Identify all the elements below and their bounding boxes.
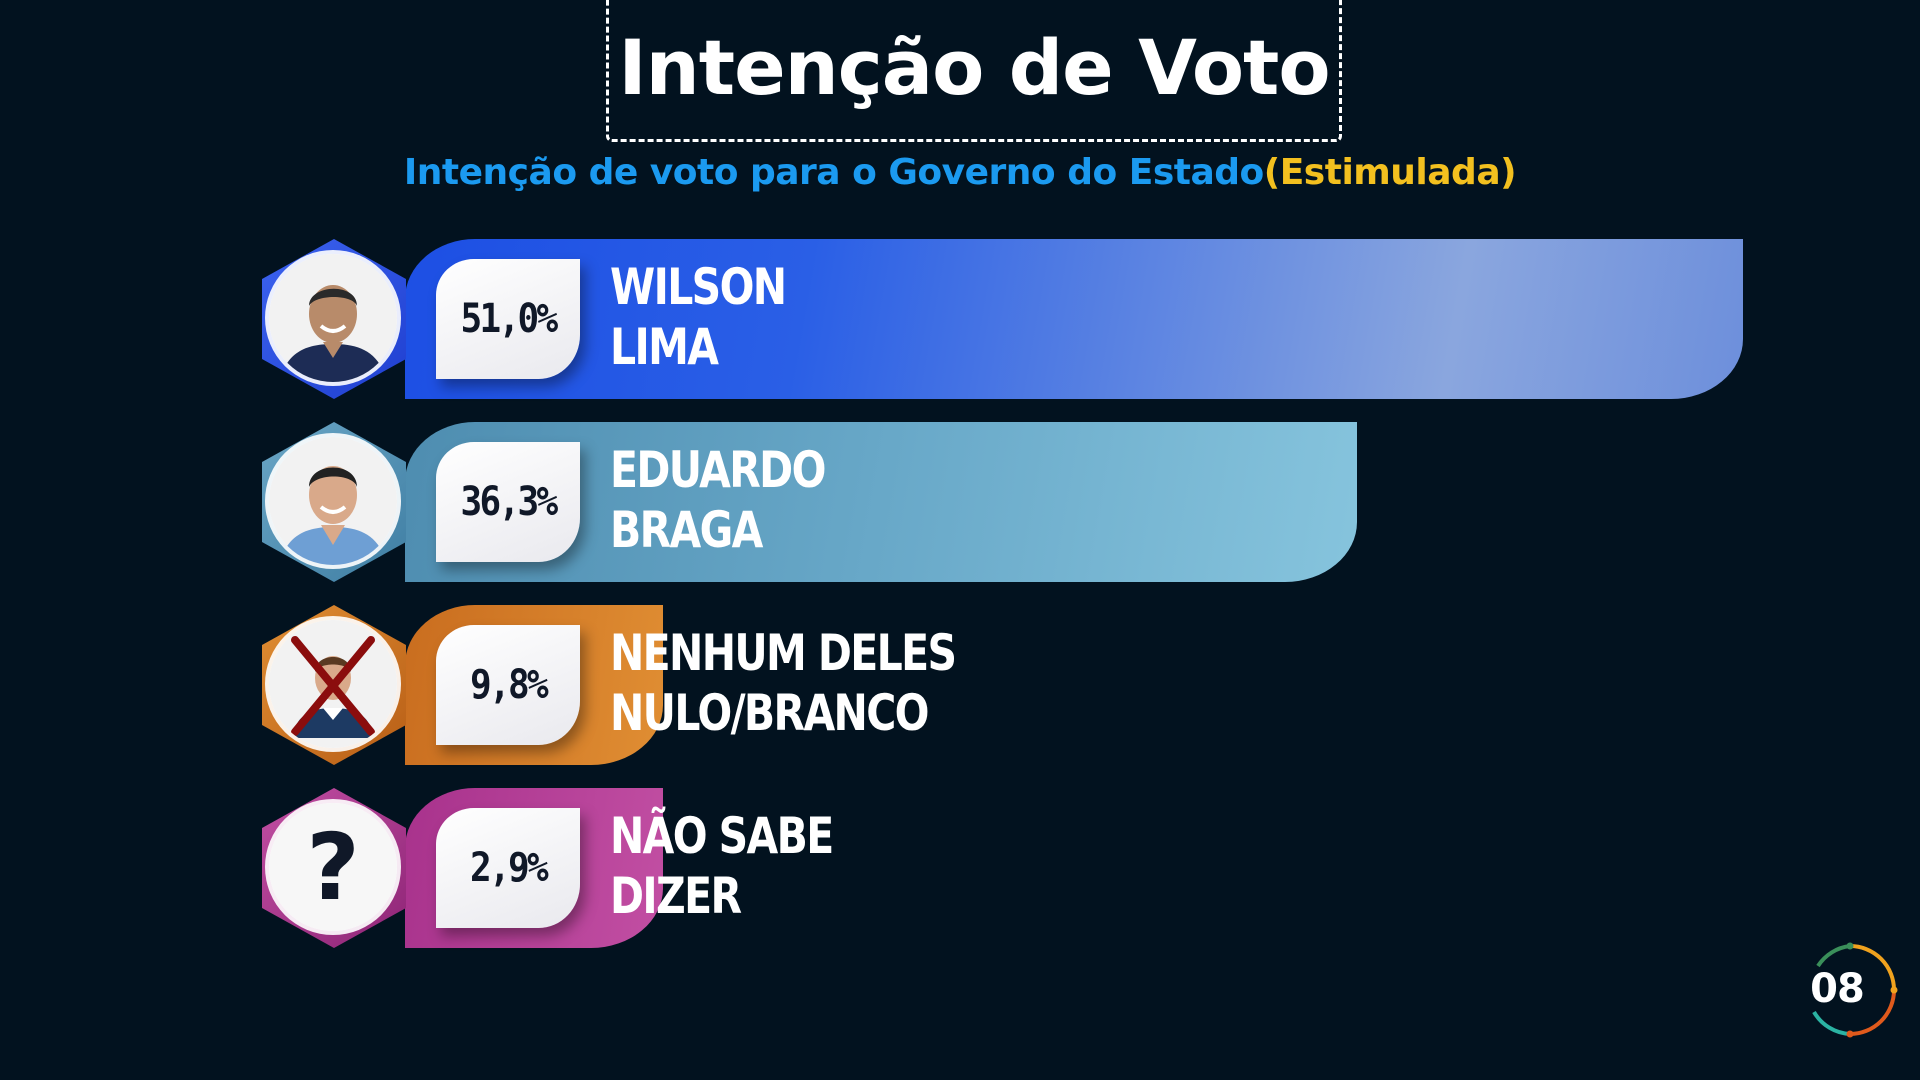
- crossed-person-icon: [269, 620, 397, 748]
- name-line-1: WILSON: [610, 258, 787, 316]
- candidate-name: EDUARDO BRAGA: [610, 440, 826, 560]
- title-frame: Intenção de Voto: [606, 0, 1342, 142]
- bar-row-wilson-lima: 51,0% WILSON LIMA: [0, 239, 1920, 399]
- name-line-2: NULO/BRANCO: [610, 684, 930, 742]
- page-title: Intenção de Voto: [618, 23, 1330, 112]
- name-line-2: BRAGA: [610, 501, 763, 559]
- percent-label: 9,8%: [436, 625, 580, 745]
- bar-row-nenhum-deles: 9,8% NENHUM DELES NULO/BRANCO: [0, 605, 1920, 765]
- percent-label: 51,0%: [436, 259, 580, 379]
- bar: [405, 239, 1743, 399]
- question-mark-icon: ?: [269, 803, 397, 931]
- page-number: 08: [1810, 966, 1865, 1012]
- bar-row-eduardo-braga: 36,3% EDUARDO BRAGA: [0, 422, 1920, 582]
- subtitle-main: Intenção de voto para o Governo do Estad…: [403, 152, 1264, 193]
- name-line-1: NENHUM DELES: [610, 624, 957, 682]
- name-line-1: EDUARDO: [610, 441, 826, 499]
- chart-subtitle: Intenção de voto para o Governo do Estad…: [0, 152, 1920, 193]
- name-line-1: NÃO SABE: [610, 807, 834, 865]
- percent-label: 36,3%: [436, 442, 580, 562]
- candidate-name: NENHUM DELES NULO/BRANCO: [610, 623, 957, 743]
- percent-label: 2,9%: [436, 808, 580, 928]
- candidate-photo-icon: [269, 437, 397, 565]
- svg-text:?: ?: [306, 814, 359, 921]
- name-line-2: DIZER: [610, 867, 742, 925]
- candidate-name: NÃO SABE DIZER: [610, 806, 834, 926]
- page-badge-ring-icon: [1812, 942, 1898, 1038]
- subtitle-accent: (Estimulada): [1263, 152, 1517, 193]
- candidate-name: WILSON LIMA: [610, 257, 787, 377]
- candidate-photo-icon: [269, 254, 397, 382]
- bar-row-nao-sabe: ? 2,9% NÃO SABE DIZER: [0, 788, 1920, 948]
- name-line-2: LIMA: [610, 318, 719, 376]
